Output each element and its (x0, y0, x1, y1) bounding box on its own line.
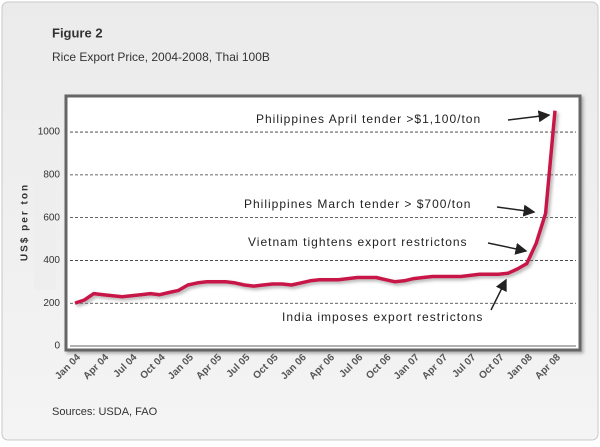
source-note: Sources: USDA, FAO (52, 406, 158, 418)
y-tick-label: 800 (43, 170, 60, 181)
y-axis-label: US$ per ton (20, 183, 31, 261)
y-tick-label: 400 (43, 255, 60, 266)
chart-title: Figure 2 (52, 25, 103, 40)
annotation-arrow (490, 278, 507, 311)
annotation: Philippines March tender > $700/ton (244, 197, 471, 211)
y-tick-label: 600 (43, 212, 60, 223)
y-tick-label: 200 (43, 298, 60, 309)
annotation-arrow (507, 110, 551, 123)
annotation-arrow (487, 242, 528, 255)
annotation-arrow (496, 204, 536, 217)
y-tick-label: 1000 (38, 127, 61, 138)
series-line (74, 110, 557, 305)
annotation: Philippines April tender >$1,100/ton (256, 112, 481, 126)
annotation: Vietnam tightens export restrictons (248, 235, 468, 249)
chart-subtitle: Rice Export Price, 2004-2008, Thai 100B (52, 50, 270, 64)
label-mask (34, 160, 56, 290)
y-tick-label: 0 (54, 341, 60, 352)
annotation: India imposes export restrictons (282, 310, 483, 324)
plot-area (64, 94, 582, 352)
